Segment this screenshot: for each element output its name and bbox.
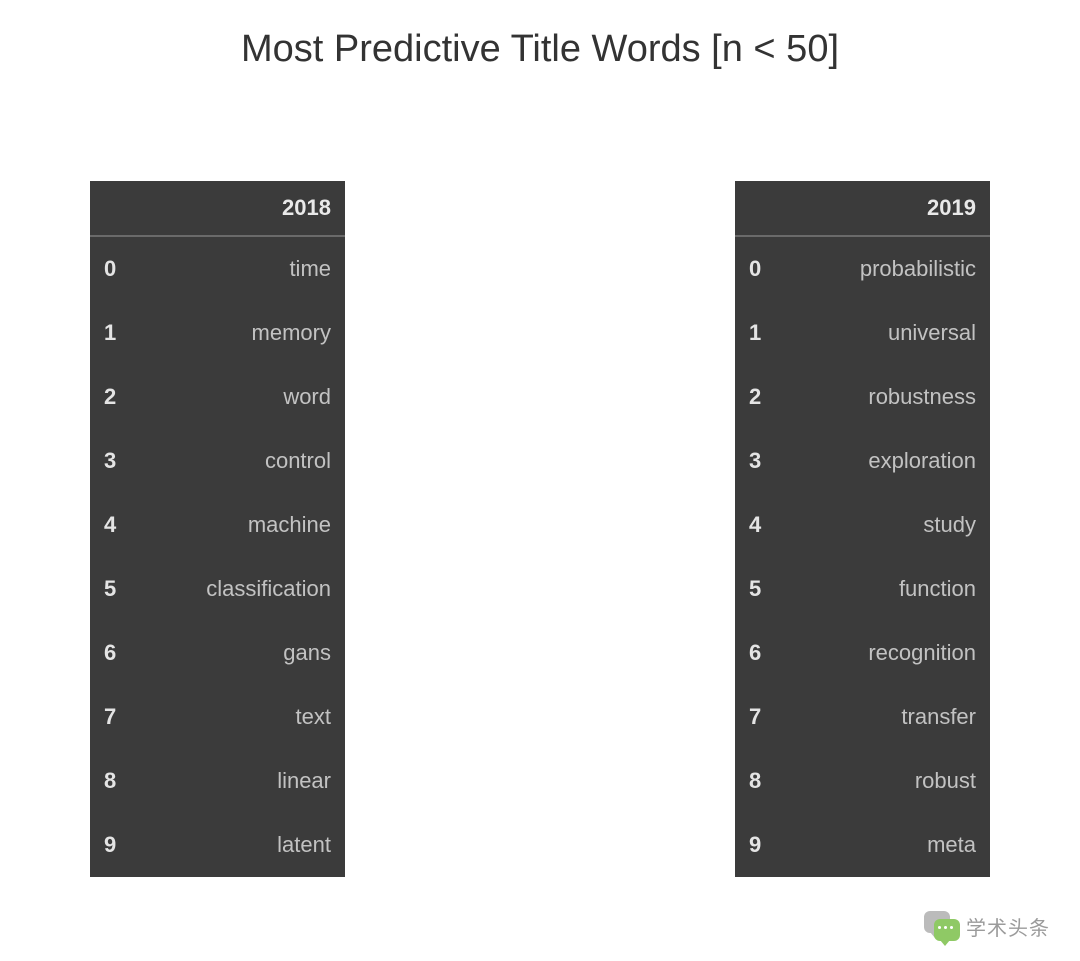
row-value: machine <box>140 512 345 538</box>
row-value: meta <box>785 832 990 858</box>
table-row: 7transfer <box>735 685 990 749</box>
row-index: 6 <box>90 640 140 666</box>
row-value: exploration <box>785 448 990 474</box>
row-value: gans <box>140 640 345 666</box>
row-value: word <box>140 384 345 410</box>
row-index: 8 <box>90 768 140 794</box>
row-index: 3 <box>735 448 785 474</box>
row-index: 2 <box>735 384 785 410</box>
row-index: 3 <box>90 448 140 474</box>
header-year-2019: 2019 <box>785 181 990 235</box>
row-value: transfer <box>785 704 990 730</box>
table-row: 5classification <box>90 557 345 621</box>
table-header-row: 2019 <box>735 181 990 237</box>
table-row: 3control <box>90 429 345 493</box>
row-index: 8 <box>735 768 785 794</box>
header-index-blank <box>735 181 785 235</box>
table-row: 6gans <box>90 621 345 685</box>
table-row: 6recognition <box>735 621 990 685</box>
table-2019: 2019 0probabilistic 1universal 2robustne… <box>735 181 990 877</box>
table-row: 2robustness <box>735 365 990 429</box>
row-index: 9 <box>90 832 140 858</box>
table-row: 9meta <box>735 813 990 877</box>
row-value: linear <box>140 768 345 794</box>
table-row: 2word <box>90 365 345 429</box>
row-index: 0 <box>735 256 785 282</box>
table-row: 9latent <box>90 813 345 877</box>
row-index: 7 <box>735 704 785 730</box>
row-value: memory <box>140 320 345 346</box>
row-value: control <box>140 448 345 474</box>
row-index: 6 <box>735 640 785 666</box>
table-row: 1universal <box>735 301 990 365</box>
table-row: 4machine <box>90 493 345 557</box>
row-index: 5 <box>90 576 140 602</box>
table-row: 0time <box>90 237 345 301</box>
table-row: 4study <box>735 493 990 557</box>
header-year-2018: 2018 <box>140 181 345 235</box>
table-row: 1memory <box>90 301 345 365</box>
row-index: 0 <box>90 256 140 282</box>
table-row: 3exploration <box>735 429 990 493</box>
row-index: 5 <box>735 576 785 602</box>
row-value: function <box>785 576 990 602</box>
table-row: 8robust <box>735 749 990 813</box>
row-value: robust <box>785 768 990 794</box>
table-row: 7text <box>90 685 345 749</box>
row-value: time <box>140 256 345 282</box>
watermark: 学术头条 <box>924 911 1050 941</box>
row-value: robustness <box>785 384 990 410</box>
header-index-blank <box>90 181 140 235</box>
row-index: 1 <box>735 320 785 346</box>
table-row: 5function <box>735 557 990 621</box>
row-value: study <box>785 512 990 538</box>
row-index: 9 <box>735 832 785 858</box>
row-index: 2 <box>90 384 140 410</box>
wechat-bubble-icon <box>924 911 960 941</box>
table-row: 0probabilistic <box>735 237 990 301</box>
table-header-row: 2018 <box>90 181 345 237</box>
row-index: 4 <box>90 512 140 538</box>
row-value: probabilistic <box>785 256 990 282</box>
table-row: 8linear <box>90 749 345 813</box>
table-2018: 2018 0time 1memory 2word 3control 4machi… <box>90 181 345 877</box>
row-index: 7 <box>90 704 140 730</box>
tables-container: 2018 0time 1memory 2word 3control 4machi… <box>0 71 1080 877</box>
page-title: Most Predictive Title Words [n < 50] <box>0 0 1080 71</box>
row-value: universal <box>785 320 990 346</box>
row-index: 1 <box>90 320 140 346</box>
row-index: 4 <box>735 512 785 538</box>
row-value: classification <box>140 576 345 602</box>
row-value: recognition <box>785 640 990 666</box>
row-value: text <box>140 704 345 730</box>
row-value: latent <box>140 832 345 858</box>
watermark-text: 学术头条 <box>966 912 1050 941</box>
